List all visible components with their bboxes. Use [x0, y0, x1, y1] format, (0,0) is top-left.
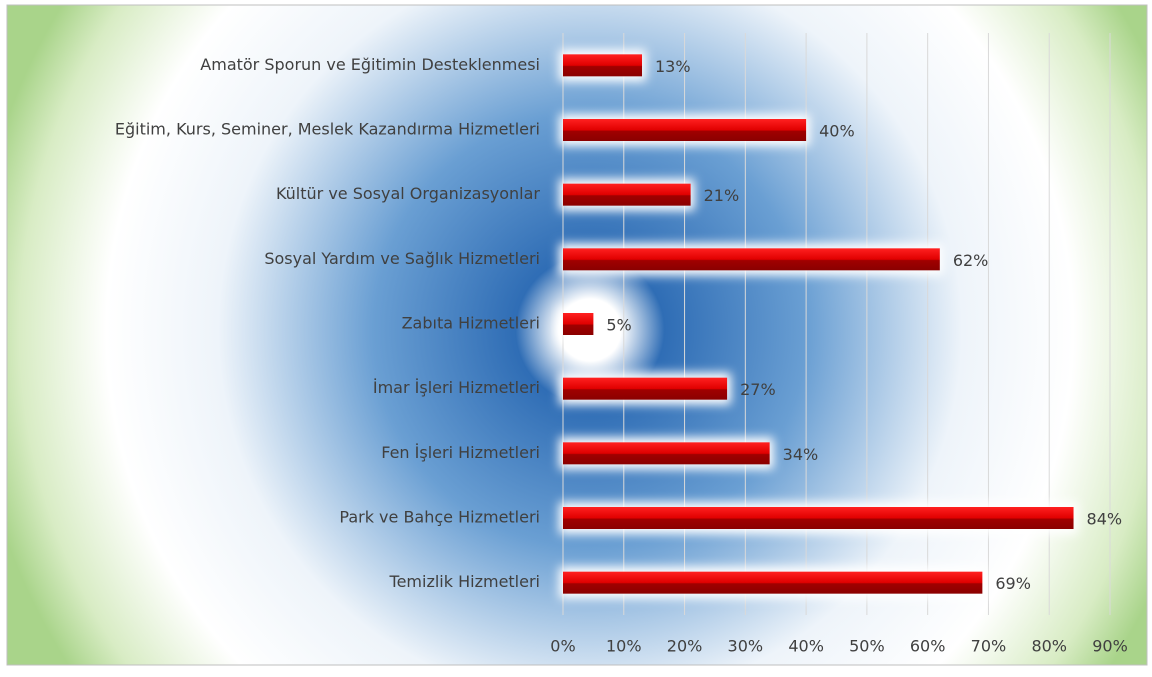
x-tick-label: 90% — [1092, 637, 1128, 656]
x-tick-label: 60% — [910, 637, 946, 656]
bar — [563, 119, 807, 141]
y-tick-label: İmar İşleri Hizmetleri — [373, 378, 540, 397]
y-tick-label: Sosyal Yardım ve Sağlık Hizmetleri — [264, 249, 540, 268]
y-tick-label: Eğitim, Kurs, Seminer, Meslek Kazandırma… — [115, 120, 540, 139]
bar — [563, 571, 983, 594]
bar — [563, 507, 1074, 529]
bar — [563, 183, 691, 206]
bar — [563, 248, 940, 271]
bar — [563, 54, 643, 77]
y-tick-label: Amatör Sporun ve Eğitimin Desteklenmesi — [200, 55, 540, 74]
bar — [563, 313, 594, 335]
data-label: 84% — [1087, 510, 1123, 529]
x-tick-label: 50% — [849, 637, 885, 656]
data-label: 69% — [995, 574, 1031, 593]
x-tick-label: 80% — [1031, 637, 1067, 656]
data-label: 5% — [606, 316, 631, 335]
data-label: 13% — [655, 57, 691, 76]
x-tick-label: 70% — [971, 637, 1007, 656]
x-tick-label: 0% — [550, 637, 575, 656]
data-label: 62% — [953, 251, 989, 270]
y-tick-label: Kültür ve Sosyal Organizasyonlar — [276, 184, 540, 203]
x-tick-label: 10% — [606, 637, 642, 656]
data-label: 27% — [740, 380, 776, 399]
data-label: 21% — [704, 186, 740, 205]
x-tick-label: 30% — [728, 637, 764, 656]
data-label: 40% — [819, 122, 855, 141]
y-tick-label: Zabıta Hizmetleri — [402, 314, 540, 333]
y-tick-label: Fen İşleri Hizmetleri — [381, 443, 540, 462]
y-tick-label: Park ve Bahçe Hizmetleri — [339, 508, 540, 527]
y-tick-label: Temizlik Hizmetleri — [389, 572, 540, 591]
x-tick-label: 20% — [667, 637, 703, 656]
x-tick-label: 40% — [788, 637, 824, 656]
bar — [563, 442, 770, 465]
bar — [563, 377, 728, 400]
data-label: 34% — [783, 445, 819, 464]
